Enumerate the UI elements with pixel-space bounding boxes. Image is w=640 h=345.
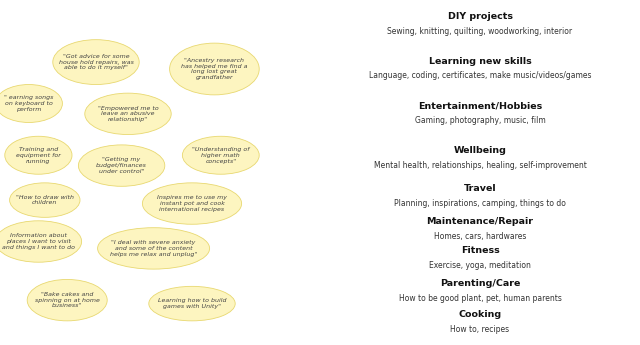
Text: "Ancestry research
has helped me find a
long lost great
grandfather: "Ancestry research has helped me find a … [181,58,248,80]
Ellipse shape [10,183,80,217]
Text: Travel: Travel [464,184,496,193]
Ellipse shape [52,40,140,85]
Text: Cooking: Cooking [458,310,502,319]
Text: Training and
equipment for
running: Training and equipment for running [16,147,61,164]
Text: DIY projects: DIY projects [447,12,513,21]
Text: Homes, cars, hardwares: Homes, cars, hardwares [434,232,526,241]
Ellipse shape [97,228,210,269]
Text: How to, recipes: How to, recipes [451,325,509,334]
Ellipse shape [28,279,108,321]
Text: "Got advice for some
house hold repairs, was
able to do it myself": "Got advice for some house hold repairs,… [59,54,133,70]
Ellipse shape [170,43,259,95]
Text: Language, coding, certificates, make music/videos/games: Language, coding, certificates, make mus… [369,71,591,80]
Text: "Empowered me to
leave an abusive
relationship": "Empowered me to leave an abusive relati… [98,106,158,122]
Text: "I deal with severe anxiety
and some of the content
helps me relax and unplug": "I deal with severe anxiety and some of … [110,240,197,257]
Ellipse shape [78,145,165,186]
Text: " earning songs
on keyboard to
perform: " earning songs on keyboard to perform [4,95,54,112]
Text: Wellbeing: Wellbeing [454,146,506,155]
Text: "How to draw with
children: "How to draw with children [16,195,74,206]
Text: Gaming, photography, music, film: Gaming, photography, music, film [415,116,545,125]
Text: Mental health, relationships, healing, self-improvement: Mental health, relationships, healing, s… [374,161,586,170]
Text: Parenting/Care: Parenting/Care [440,279,520,288]
Text: Entertainment/Hobbies: Entertainment/Hobbies [418,101,542,110]
Text: "Bake cakes and
spinning on at home
business": "Bake cakes and spinning on at home busi… [35,292,100,308]
Ellipse shape [143,183,242,224]
Ellipse shape [4,136,72,174]
Text: Fitness: Fitness [461,246,499,255]
Text: Maintenance/Repair: Maintenance/Repair [426,217,534,226]
Ellipse shape [149,286,236,321]
Text: Planning, inspirations, camping, things to do: Planning, inspirations, camping, things … [394,199,566,208]
Text: Information about
places I want to visit
and things I want to do: Information about places I want to visit… [2,233,75,250]
Ellipse shape [0,85,63,122]
Text: Exercise, yoga, meditation: Exercise, yoga, meditation [429,261,531,270]
Ellipse shape [182,136,259,174]
Text: Learning new skills: Learning new skills [429,57,531,66]
Text: Inspires me to use my
instant pot and cook
international recipes: Inspires me to use my instant pot and co… [157,195,227,212]
Text: "Understanding of
higher math
concepts": "Understanding of higher math concepts" [192,147,250,164]
Text: Sewing, knitting, quilting, woodworking, interior: Sewing, knitting, quilting, woodworking,… [387,27,573,36]
Text: "Getting my
budget/finances
under control": "Getting my budget/finances under contro… [96,157,147,174]
Ellipse shape [0,221,82,262]
Text: How to be good plant, pet, human parents: How to be good plant, pet, human parents [399,294,561,303]
Text: Learning how to build
games with Unity": Learning how to build games with Unity" [157,298,227,309]
Ellipse shape [84,93,172,135]
